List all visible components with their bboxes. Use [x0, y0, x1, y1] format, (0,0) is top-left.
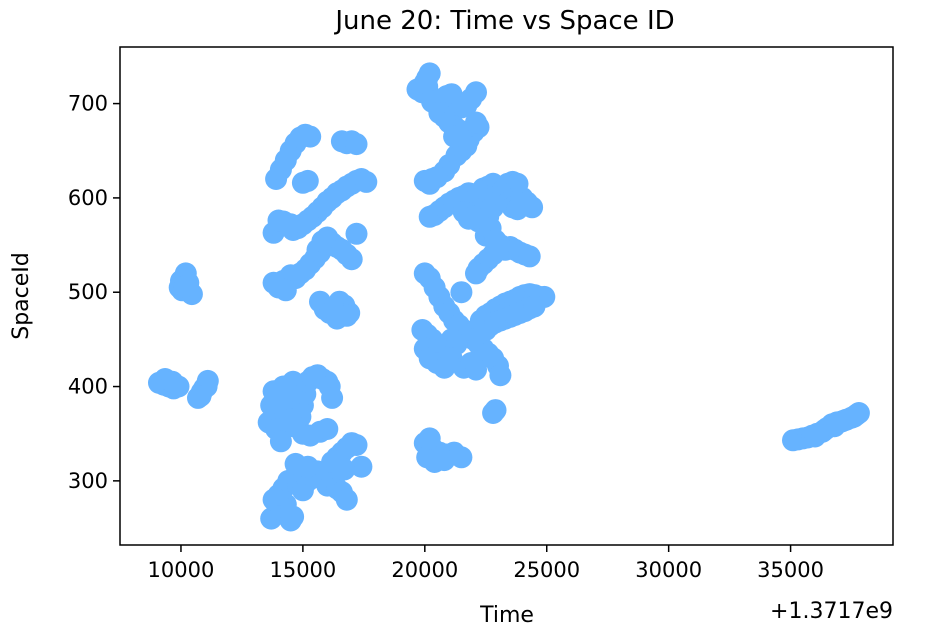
y-axis: 300 400 500 600 700 — [68, 92, 120, 493]
data-point — [279, 213, 302, 236]
data-point — [340, 248, 363, 271]
data-point — [161, 370, 184, 393]
y-tick-label: 300 — [68, 469, 108, 493]
data-point — [489, 364, 512, 387]
y-axis-label: SpaceId — [9, 252, 34, 340]
data-point — [843, 405, 865, 428]
data-point — [523, 295, 546, 318]
y-tick-label: 400 — [68, 375, 108, 399]
x-tick-label: 25000 — [513, 558, 580, 582]
plot-frame — [119, 46, 894, 546]
data-point — [321, 386, 344, 409]
data-point — [328, 304, 351, 327]
data-point — [333, 458, 356, 481]
data-point — [345, 434, 368, 456]
data-point — [282, 505, 305, 528]
data-point — [350, 455, 373, 478]
data-point — [518, 245, 541, 268]
x-tick-label: 10000 — [148, 558, 215, 582]
data-point — [189, 385, 212, 407]
x-axis-label: Time — [479, 603, 534, 627]
x-tick-label: 30000 — [635, 558, 702, 582]
data-point — [173, 275, 196, 298]
data-point — [299, 125, 322, 148]
data-point — [279, 408, 302, 431]
data-point — [465, 358, 487, 381]
data-point — [482, 402, 505, 424]
data-point — [291, 171, 314, 194]
x-axis: 10000 15000 20000 25000 30000 35000 — [148, 545, 824, 582]
data-point — [450, 446, 473, 469]
data-point — [416, 67, 439, 90]
chart-title: June 20: Time vs Space ID — [333, 6, 674, 36]
data-point — [465, 262, 487, 285]
data-point — [421, 168, 444, 190]
data-point — [274, 279, 297, 302]
y-tick-label: 600 — [68, 186, 108, 210]
x-offset-label: +1.3717e9 — [770, 599, 893, 624]
data-point — [418, 427, 441, 450]
data-point — [296, 455, 319, 478]
data-point — [443, 125, 466, 148]
data-point — [345, 222, 368, 245]
data-point — [457, 207, 480, 230]
data-point — [355, 170, 378, 193]
x-tick-label: 15000 — [269, 558, 336, 582]
y-tick-label: 500 — [68, 280, 108, 304]
data-point — [487, 238, 509, 261]
x-tick-label: 35000 — [757, 558, 824, 582]
data-point — [465, 111, 487, 134]
data-point — [335, 488, 358, 511]
y-tick-label: 700 — [68, 92, 108, 116]
points-layer — [148, 62, 870, 532]
data-point — [521, 196, 544, 219]
data-point — [316, 418, 339, 440]
data-point — [433, 449, 456, 472]
data-point — [450, 281, 473, 304]
x-tick-label: 20000 — [391, 558, 458, 582]
data-point — [345, 133, 368, 156]
data-point — [269, 430, 292, 453]
data-point — [465, 81, 487, 104]
